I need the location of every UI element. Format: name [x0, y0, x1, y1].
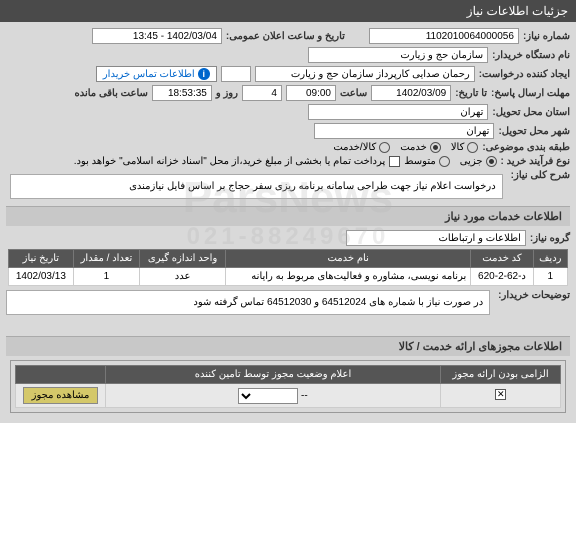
table-row[interactable]: 1 د-62-2-620 برنامه نویسی، مشاوره و فعال… — [9, 268, 568, 286]
view-permit-button[interactable]: مشاهده مجوز — [23, 387, 99, 404]
general-desc-label: شرح کلی نیاز: — [511, 170, 570, 181]
deadline-date: 1402/03/09 — [371, 85, 451, 101]
need-no-value: 1102010064000056 — [369, 28, 519, 44]
permit-status-select[interactable] — [238, 388, 298, 404]
category-label: طبقه بندی موضوعی: — [482, 142, 570, 153]
buyer-org-label: نام دستگاه خریدار: — [492, 50, 570, 61]
th-qty: تعداد / مقدار — [73, 250, 139, 268]
th2-req: الزامی بودن ارائه مجوز — [441, 366, 561, 384]
buyer-notes-label: توضیحات خریدار: — [498, 290, 570, 301]
creator-value: رحمان صدایی کارپرداز سازمان حج و زیارت — [255, 66, 475, 82]
state-value: تهران — [308, 104, 488, 120]
radio-service[interactable] — [430, 142, 441, 153]
panel-title: جزئیات اطلاعات نیاز — [467, 4, 568, 18]
contact-buyer-button[interactable]: i اطلاعات تماس خریدار — [96, 66, 217, 82]
th-code: کد خدمت — [471, 250, 533, 268]
state-label: استان محل تحویل: — [492, 107, 570, 118]
group-value: اطلاعات و ارتباطات — [346, 230, 526, 246]
contact-btn-label: اطلاعات تماس خریدار — [103, 69, 195, 80]
th-unit: واحد اندازه گیری — [140, 250, 226, 268]
remain-label: ساعت باقی مانده — [74, 88, 147, 99]
th-date: تاریخ نیاز — [9, 250, 74, 268]
purchase-type-label: نوع فرآیند خرید : — [501, 156, 570, 167]
permit-row: -- مشاهده مجوز — [16, 384, 561, 408]
group-label: گروه نیاز: — [530, 233, 570, 244]
deadline-label: مهلت ارسال پاسخ: — [491, 88, 570, 99]
cell-unit: عدد — [140, 268, 226, 286]
permits-header: اطلاعات مجوزهای ارائه خدمت / کالا — [6, 336, 570, 356]
deadline-time: 09:00 — [286, 85, 336, 101]
cell-qty: 1 — [73, 268, 139, 286]
panel-header: جزئیات اطلاعات نیاز — [0, 0, 576, 22]
city-label: شهر محل تحویل: — [498, 126, 570, 137]
announce-label: تاریخ و ساعت اعلان عمومی: — [226, 31, 345, 42]
th2-action — [16, 366, 106, 384]
creator-label: ایجاد کننده درخواست: — [479, 69, 570, 80]
days-label: روز و — [216, 88, 238, 99]
permit-required-check — [495, 389, 506, 400]
services-header: اطلاعات خدمات مورد نیاز — [6, 206, 570, 226]
radio-partial[interactable] — [486, 156, 497, 167]
category-radio-group: کالا خدمت کالا/خدمت — [333, 142, 478, 153]
main-form: شماره نیاز: 1102010064000056 تاریخ و ساع… — [0, 22, 576, 423]
payment-note: پرداخت تمام یا بخشی از مبلغ خرید،از محل … — [74, 156, 386, 167]
general-desc-box: درخواست اعلام نیاز جهت طراحی سامانه برنا… — [10, 174, 503, 199]
creator-extra — [221, 66, 251, 82]
remain-time: 18:53:35 — [152, 85, 212, 101]
permits-fieldset: الزامی بودن ارائه مجوز اعلام وضعیت مجوز … — [10, 360, 566, 413]
radio-medium[interactable] — [439, 156, 450, 167]
deadline-to-label: تا تاریخ: — [455, 88, 487, 99]
time-label-1: ساعت — [340, 88, 367, 99]
th-name: نام خدمت — [226, 250, 471, 268]
cell-idx: 1 — [533, 268, 567, 286]
cell-date: 1402/03/13 — [9, 268, 74, 286]
cell-name: برنامه نویسی، مشاوره و فعالیت‌های مربوط … — [226, 268, 471, 286]
buyer-notes-box: در صورت نیاز با شماره های 64512024 و 645… — [6, 290, 490, 315]
announce-value: 1402/03/04 - 13:45 — [92, 28, 222, 44]
buyer-org-value: سازمان حج و زیارت — [308, 47, 488, 63]
permit-status-text: -- — [301, 390, 308, 401]
radio-goods[interactable] — [467, 142, 478, 153]
payment-checkbox[interactable] — [389, 156, 400, 167]
city-value: تهران — [314, 123, 494, 139]
th-idx: ردیف — [533, 250, 567, 268]
services-table: ردیف کد خدمت نام خدمت واحد اندازه گیری ت… — [8, 249, 568, 286]
purchase-radio-group: جزیی متوسط — [404, 156, 496, 167]
cell-code: د-62-2-620 — [471, 268, 533, 286]
th2-status: اعلام وضعیت مجوز توسط تامین کننده — [106, 366, 441, 384]
radio-both[interactable] — [379, 142, 390, 153]
info-icon: i — [198, 68, 210, 80]
need-no-label: شماره نیاز: — [523, 31, 570, 42]
permits-table: الزامی بودن ارائه مجوز اعلام وضعیت مجوز … — [15, 365, 561, 408]
days-value: 4 — [242, 85, 282, 101]
